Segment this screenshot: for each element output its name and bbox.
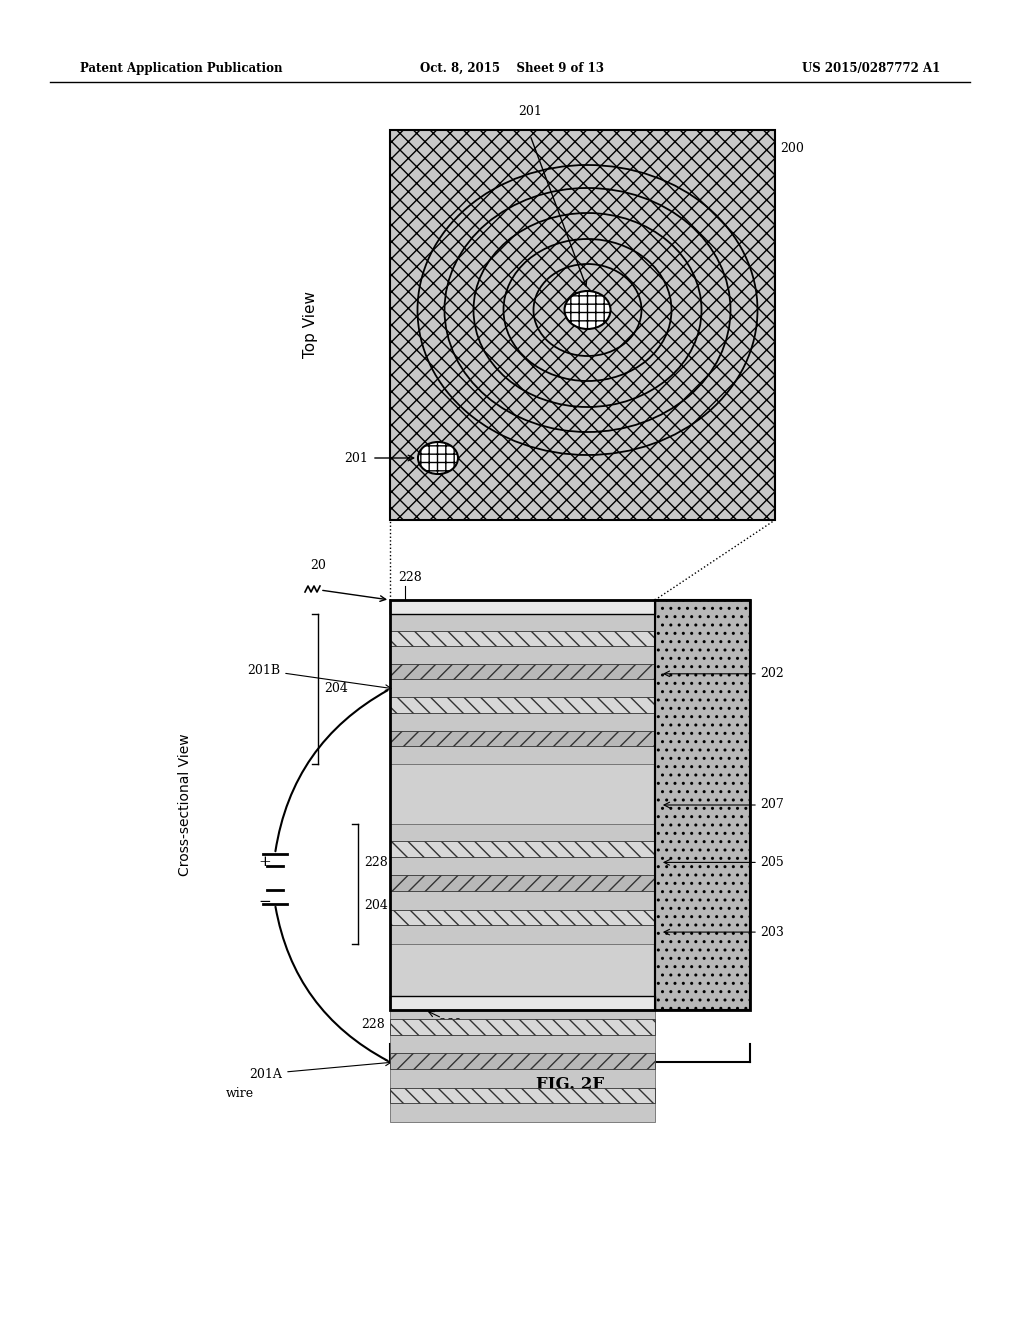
Bar <box>390 997 655 1010</box>
Text: +: + <box>259 855 271 869</box>
Bar <box>390 129 775 520</box>
Text: 201A: 201A <box>249 1068 282 1081</box>
Bar <box>390 601 655 614</box>
Text: 228: 228 <box>361 1018 385 1031</box>
Bar <box>390 909 655 925</box>
Bar <box>390 841 655 857</box>
Bar <box>390 614 655 764</box>
Bar <box>390 824 655 944</box>
Text: Oct. 8, 2015    Sheet 9 of 13: Oct. 8, 2015 Sheet 9 of 13 <box>420 62 604 75</box>
Bar <box>390 631 655 645</box>
Text: 202: 202 <box>760 668 783 680</box>
Text: 20: 20 <box>310 558 326 572</box>
Bar <box>390 664 655 680</box>
Bar <box>390 875 655 891</box>
Text: 201: 201 <box>344 451 368 465</box>
Text: US 2015/0287772 A1: US 2015/0287772 A1 <box>802 62 940 75</box>
Bar <box>390 601 655 1010</box>
Bar <box>390 601 750 1010</box>
Text: 207: 207 <box>760 799 783 812</box>
Text: Cross-sectional View: Cross-sectional View <box>178 734 193 876</box>
Text: 200: 200 <box>780 143 804 154</box>
Text: Top View: Top View <box>302 292 317 359</box>
Ellipse shape <box>418 442 458 474</box>
Text: 228: 228 <box>364 855 388 869</box>
Bar <box>390 697 655 713</box>
Bar <box>390 1019 655 1035</box>
FancyArrowPatch shape <box>275 907 387 1061</box>
Text: 228: 228 <box>398 572 422 583</box>
Text: 201B: 201B <box>247 664 280 677</box>
Text: wire: wire <box>226 1086 254 1100</box>
Bar <box>390 1088 655 1104</box>
Text: 204: 204 <box>324 682 348 696</box>
Text: Patent Application Publication: Patent Application Publication <box>80 62 283 75</box>
Text: 204: 204 <box>364 899 388 912</box>
Bar <box>390 731 655 746</box>
Text: FIG. 2F: FIG. 2F <box>536 1076 604 1093</box>
Bar <box>655 601 750 1010</box>
Bar <box>390 1002 655 1122</box>
Ellipse shape <box>564 290 610 329</box>
Text: −: − <box>259 895 271 909</box>
Text: 201: 201 <box>518 106 542 117</box>
Text: 205: 205 <box>760 855 783 869</box>
Bar <box>390 1053 655 1069</box>
Text: 260: 260 <box>438 1018 462 1031</box>
FancyArrowPatch shape <box>275 690 387 851</box>
Text: 203: 203 <box>760 925 784 939</box>
